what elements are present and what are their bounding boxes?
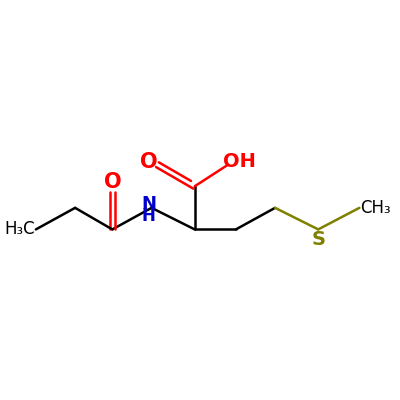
Text: OH: OH <box>222 152 256 171</box>
Text: CH₃: CH₃ <box>360 199 391 217</box>
Text: N: N <box>141 195 156 213</box>
Text: O: O <box>140 152 158 172</box>
Text: H₃C: H₃C <box>4 220 35 238</box>
Text: H: H <box>142 208 155 226</box>
Text: S: S <box>311 230 325 249</box>
Text: O: O <box>104 172 121 192</box>
